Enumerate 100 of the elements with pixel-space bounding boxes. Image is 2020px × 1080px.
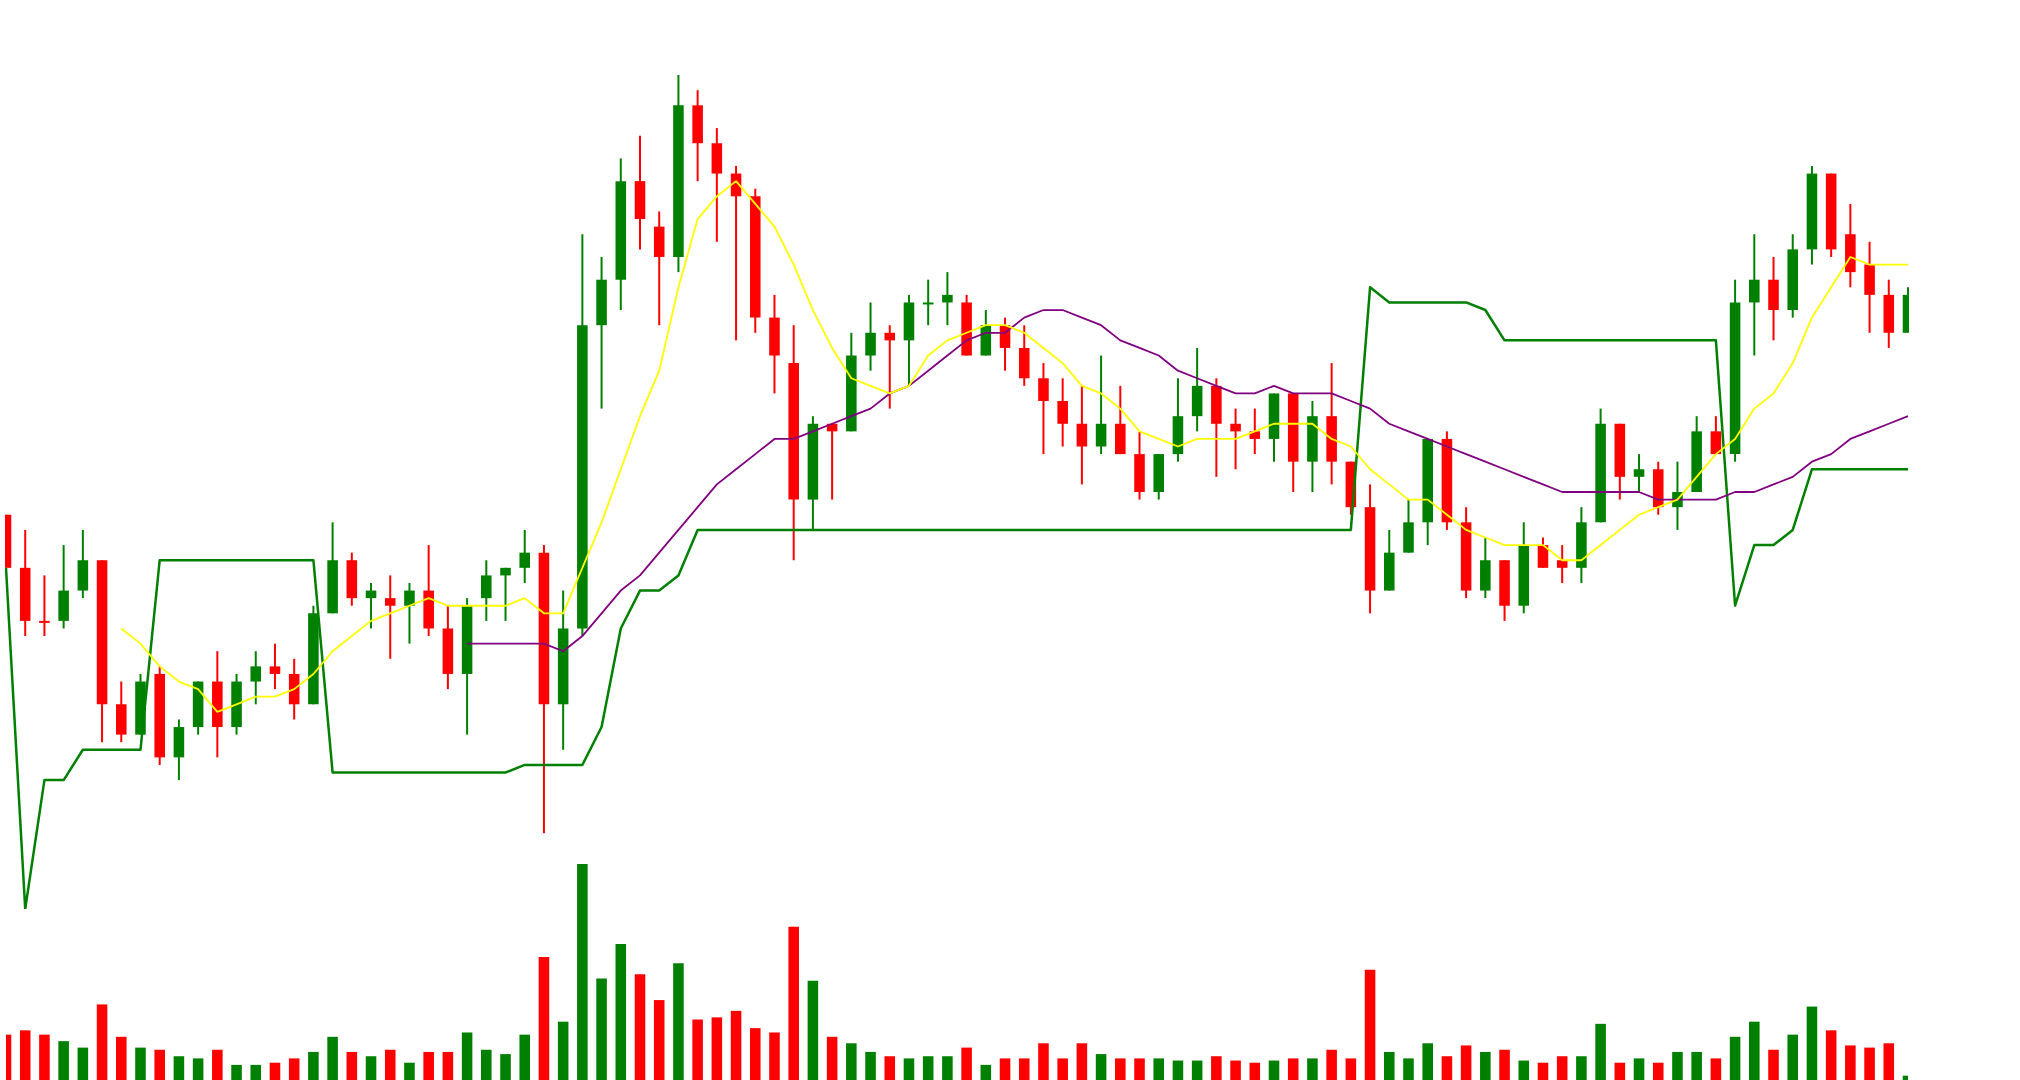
bar — [577, 864, 588, 1080]
bar — [1172, 1060, 1184, 1080]
bar — [1614, 1062, 1626, 1080]
bar — [212, 1049, 223, 1080]
bar — [1134, 1058, 1145, 1080]
bar — [1211, 1056, 1222, 1080]
bar — [788, 926, 799, 1080]
candlestick — [269, 642, 281, 691]
bar — [519, 1034, 531, 1080]
bar — [327, 1036, 338, 1080]
bar — [1326, 1049, 1337, 1080]
candlestick — [1537, 536, 1549, 569]
bar — [1076, 1043, 1088, 1080]
candlestick — [865, 301, 876, 372]
bar — [826, 1036, 838, 1080]
candlestick — [404, 581, 415, 645]
candlestick — [884, 324, 896, 410]
bar — [288, 1058, 300, 1080]
candlestick — [250, 650, 262, 706]
bar — [1249, 1062, 1261, 1080]
bar — [58, 1041, 69, 1080]
bar — [1845, 1045, 1856, 1080]
bar — [308, 1051, 319, 1080]
bar — [980, 1064, 992, 1080]
bar — [96, 1004, 108, 1080]
candlestick — [1038, 362, 1049, 456]
bar — [1422, 1043, 1433, 1080]
candlestick — [1095, 354, 1107, 456]
bar — [365, 1056, 377, 1080]
bar — [1191, 1060, 1203, 1080]
bar — [1576, 1056, 1587, 1080]
bar — [922, 1056, 934, 1080]
bar — [653, 1000, 665, 1080]
bar — [730, 1010, 742, 1080]
bar — [749, 1028, 761, 1080]
bar — [1057, 1058, 1068, 1080]
bar — [1518, 1060, 1530, 1080]
bar — [1672, 1051, 1683, 1080]
bar — [1441, 1056, 1453, 1080]
bar — [634, 974, 646, 1080]
bar — [1787, 1034, 1799, 1080]
bar — [481, 1049, 492, 1080]
bar — [615, 943, 627, 1080]
bar — [807, 980, 819, 1080]
candlestick — [1556, 544, 1568, 584]
bar — [1115, 1058, 1126, 1080]
bar — [1460, 1045, 1472, 1080]
candlestick — [500, 566, 511, 622]
bar — [423, 1051, 434, 1080]
bar — [846, 1043, 857, 1080]
bar — [154, 1049, 165, 1080]
bar — [1268, 1060, 1280, 1080]
bar — [1307, 1058, 1318, 1080]
bar — [384, 1049, 396, 1080]
candlestick — [1076, 384, 1088, 486]
bar — [1018, 1058, 1030, 1080]
bar — [1806, 1006, 1818, 1080]
bar — [19, 1030, 31, 1080]
bar — [1595, 1023, 1606, 1080]
bar — [77, 1047, 89, 1080]
candlestick — [922, 278, 934, 327]
bar — [711, 1017, 723, 1080]
bar — [1230, 1060, 1241, 1080]
bar — [769, 1032, 780, 1080]
bar — [115, 1036, 127, 1080]
bar — [1480, 1051, 1491, 1080]
bar — [903, 1058, 915, 1080]
bar — [1556, 1056, 1568, 1080]
candlestick — [1230, 407, 1241, 471]
bar — [1403, 1058, 1414, 1080]
bar — [884, 1056, 896, 1080]
bar — [1825, 1030, 1837, 1080]
bar — [1095, 1054, 1107, 1080]
bar — [1287, 1058, 1299, 1080]
bar — [192, 1058, 204, 1080]
bar — [1691, 1051, 1702, 1080]
bar — [961, 1047, 972, 1080]
candlestick — [481, 559, 492, 622]
bar — [673, 963, 684, 1080]
bar — [538, 956, 550, 1080]
bar — [1749, 1021, 1760, 1080]
candlestick — [1057, 377, 1068, 448]
bar — [173, 1056, 185, 1080]
bar — [557, 1021, 569, 1080]
bar — [1499, 1049, 1510, 1080]
bar — [39, 1034, 50, 1080]
bar — [250, 1064, 262, 1080]
candlestick — [39, 574, 50, 638]
bar — [461, 1032, 473, 1080]
bar — [231, 1064, 242, 1080]
candlestick — [519, 528, 531, 584]
bar — [1768, 1049, 1779, 1080]
bar — [1153, 1058, 1165, 1080]
bar — [1537, 1062, 1549, 1080]
bar — [692, 1019, 703, 1080]
bar — [442, 1051, 454, 1080]
candlestick — [1749, 233, 1760, 357]
bar — [500, 1054, 511, 1080]
bar — [1345, 1058, 1357, 1080]
bar — [865, 1051, 876, 1080]
